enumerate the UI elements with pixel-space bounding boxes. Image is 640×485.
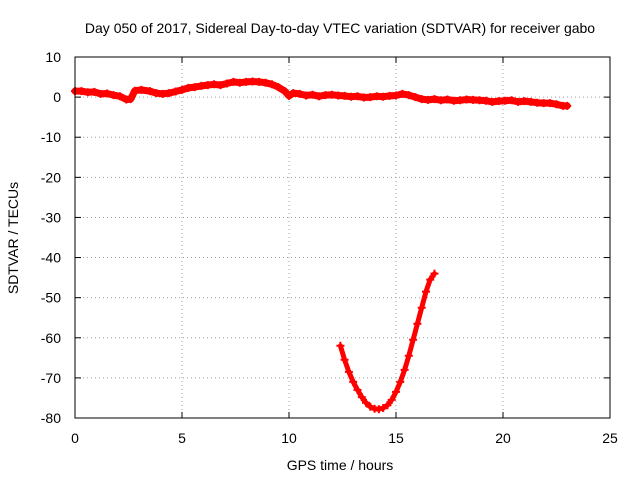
data-point-marker [274, 83, 283, 92]
data-point-marker [308, 90, 317, 99]
data-point-marker [413, 319, 422, 328]
data-point-marker [171, 87, 180, 96]
data-point-marker [430, 95, 439, 104]
data-point-marker [267, 80, 276, 89]
y-tick-label: -40 [41, 250, 61, 266]
data-point-marker [295, 89, 304, 98]
data-point-marker [383, 401, 392, 410]
data-point-marker [109, 91, 118, 100]
y-tick-label: -70 [41, 370, 61, 386]
x-tick-label: 25 [602, 430, 618, 446]
data-point-marker [261, 78, 270, 87]
x-axis-title: GPS time / hours [287, 457, 394, 473]
x-tick-label: 5 [178, 430, 186, 446]
y-tick-label: -10 [41, 129, 61, 145]
data-point-marker [422, 287, 430, 296]
data-point-marker [430, 269, 439, 278]
series-dip [336, 269, 439, 414]
y-tick-label: -30 [41, 209, 61, 225]
data-point-marker [396, 377, 405, 386]
y-tick-label: -50 [41, 290, 61, 306]
data-point-marker [387, 395, 396, 404]
data-point-marker [145, 87, 154, 96]
data-point-marker [379, 404, 388, 412]
data-point-marker [400, 365, 409, 374]
data-point-marker [404, 91, 413, 100]
data-point-marker [103, 89, 112, 98]
data-point-marker [340, 355, 349, 364]
data-point-marker [426, 275, 435, 284]
x-tick-label: 0 [71, 430, 79, 446]
grid-lines [75, 57, 610, 418]
data-point-marker [336, 341, 345, 350]
data-point-marker [417, 303, 426, 312]
data-point-marker [563, 101, 572, 110]
y-tick-label: -60 [41, 330, 61, 346]
chart-title: Day 050 of 2017, Sidereal Day-to-day VTE… [85, 20, 595, 36]
y-tick-label: -20 [41, 169, 61, 185]
data-point-marker [398, 89, 407, 98]
data-point-marker [165, 89, 174, 98]
y-tick-label: 0 [53, 89, 61, 105]
data-point-marker [392, 387, 400, 396]
x-tick-label: 20 [495, 430, 511, 446]
y-tick-label: 10 [45, 49, 61, 65]
plot-frame [74, 56, 611, 419]
data-point-marker [366, 402, 375, 411]
data-point-marker [409, 335, 418, 344]
x-tick-label: 10 [281, 430, 297, 446]
data-point-marker [280, 87, 289, 96]
data-point-marker [404, 351, 413, 360]
data-point-marker [552, 100, 561, 109]
data-point-marker [374, 405, 383, 414]
y-tick-label: -80 [41, 410, 61, 426]
data-point-marker [481, 96, 490, 105]
data-point-marker [507, 96, 516, 105]
data-point-marker [222, 79, 231, 88]
data-point-marker [190, 83, 199, 92]
data-point-marker [137, 85, 146, 94]
series-main-pass [71, 77, 572, 110]
data-point-marker [315, 92, 323, 101]
data-point-marker [443, 95, 452, 104]
data-point-marker [115, 92, 124, 101]
data-point-marker [353, 92, 362, 101]
y-axis-title: SDTVAR / TECUs [5, 182, 21, 294]
data-point-marker [362, 398, 370, 407]
data-point-marker [77, 87, 86, 96]
data-point-marker [392, 91, 400, 100]
data-point-marker [285, 91, 293, 100]
data-point-marker [353, 385, 362, 394]
data-series [71, 77, 572, 414]
data-point-marker [90, 87, 99, 96]
x-tick-label: 15 [388, 430, 404, 446]
data-point-marker [126, 95, 135, 104]
data-point-marker [344, 367, 353, 376]
data-point-marker [357, 393, 366, 402]
axis-ticks: 0 5 10 15 20 25 10 0 -10 -20 -30 -40 -50 -60 -70 -80 [41, 49, 618, 446]
data-point-marker [216, 81, 225, 90]
data-point-marker [349, 377, 358, 386]
data-point-marker [411, 93, 420, 102]
data-point-marker [178, 85, 186, 94]
data-point-marker [546, 99, 555, 108]
